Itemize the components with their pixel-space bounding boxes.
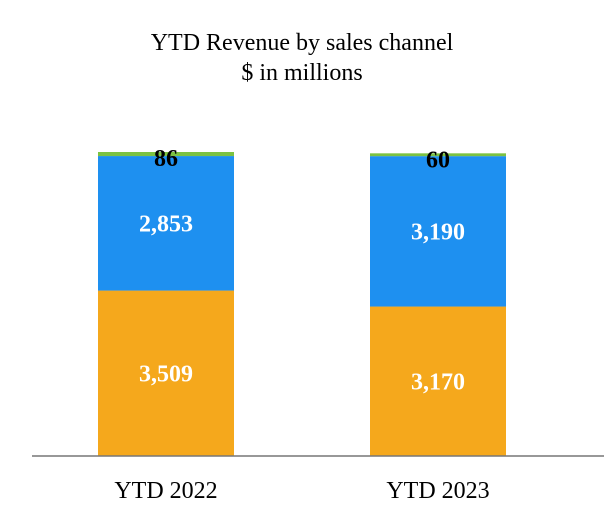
bars-layer [98, 152, 506, 456]
data-label-2-1: 3,170 [411, 369, 465, 395]
bar-segment-2-3 [370, 153, 506, 157]
bar-segment-1-1 [98, 290, 234, 456]
data-label-1-3: 86 [154, 146, 178, 172]
bar-segment-2-1 [370, 306, 506, 456]
data-label-2-3: 60 [426, 147, 450, 173]
x-tick-label-1: YTD 2022 [114, 478, 217, 504]
data-label-1-1: 3,509 [139, 361, 193, 387]
data-label-1-2: 2,853 [139, 211, 193, 237]
labels-layer: 3,509 2,853 86 YTD 2022 3,170 3,190 60 YTD 2023 [114, 146, 489, 504]
data-label-2-2: 3,190 [411, 219, 465, 245]
chart-subtitle: $ in millions [241, 60, 362, 86]
bar-segment-1-3 [98, 152, 234, 157]
chart-title: YTD Revenue by sales channel [151, 30, 454, 56]
x-tick-label-2: YTD 2023 [386, 478, 489, 504]
bar-segment-2-2 [370, 156, 506, 307]
bar-segment-1-2 [98, 156, 234, 291]
